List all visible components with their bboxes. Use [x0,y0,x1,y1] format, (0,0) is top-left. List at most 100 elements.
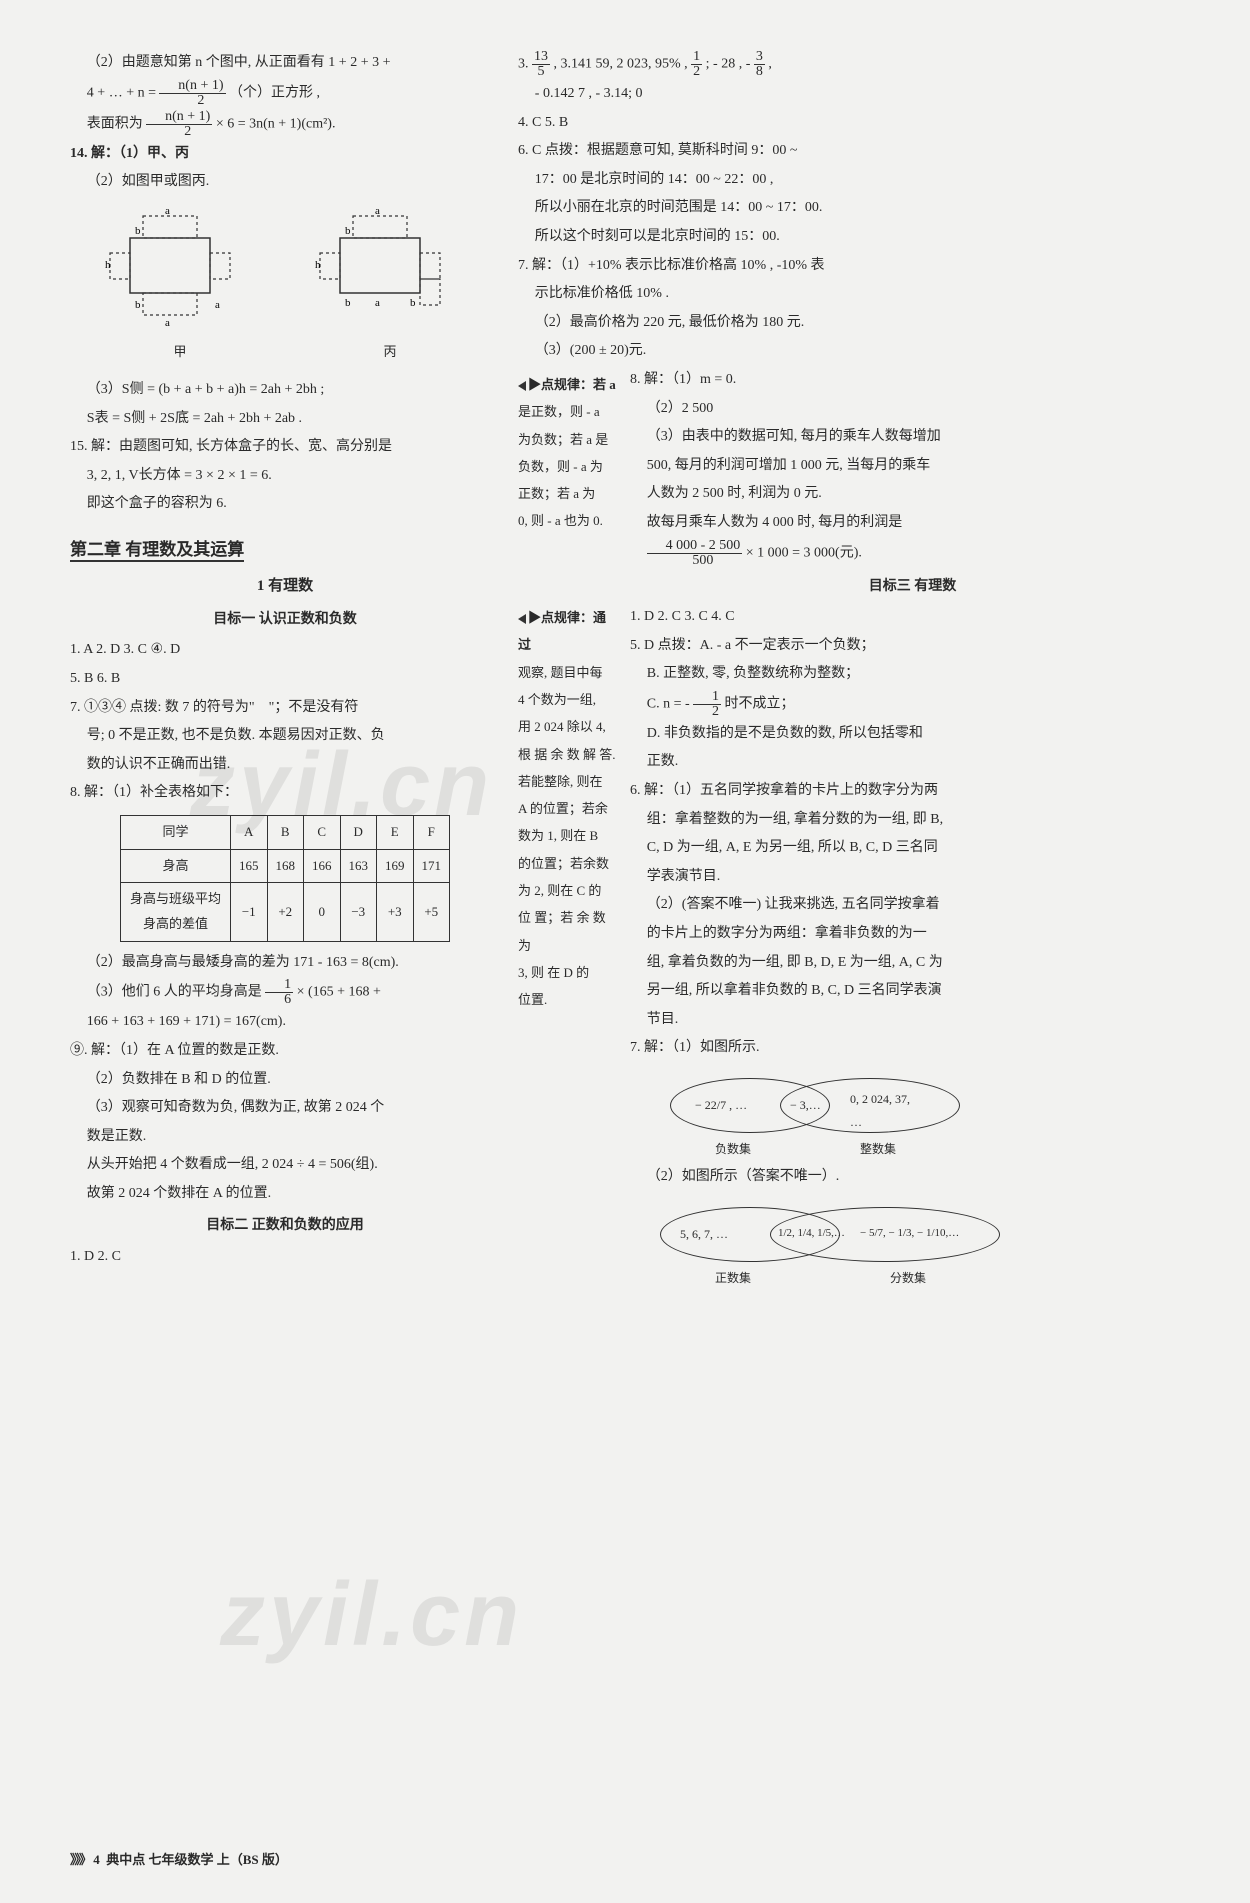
td: F [413,815,450,849]
text: 所以小丽在北京的时间范围是 14：00 ~ 17：00. [518,195,1195,222]
text: D. 非负数指的是不是负数的数, 所以包括零和 [630,721,1195,748]
text: 17：00 是北京时间的 14：00 ~ 22：00 , [518,167,1195,194]
text: （2）(答案不唯一) 让我来挑选, 五名同学按拿着 [630,892,1195,919]
text: （3）(200 ± 20)元. [518,338,1195,365]
venn-diagram-1: − 22/7 , … − 3,… 0, 2 024, 37, … 负数集 整数集 [660,1070,980,1160]
text: 8. 解：（1）补全表格如下： [70,780,500,807]
text: 节目. [630,1007,1195,1034]
text: （3）由表中的数据可知, 每月的乘车人数每增加 [630,424,1195,451]
svg-text:h: h [105,259,111,271]
text: 正数. [630,749,1195,776]
hint-line: 数为 1, 则在 B [518,822,618,849]
svg-text:b: b [135,299,141,311]
svg-text:b: b [135,225,141,237]
td: 163 [340,849,377,883]
fraction: 12 [691,50,702,79]
text: 故第 2 024 个数排在 A 的位置. [70,1181,500,1208]
svg-text:a: a [165,208,170,217]
answer-row: 5. B 6. B [70,666,500,693]
section-title: 1 有理数 [70,572,500,601]
hint-line: 4 个数为一组, [518,686,618,713]
svg-text:b: b [345,297,351,309]
text: 即这个盒子的容积为 6. [70,491,500,518]
td: +5 [413,883,450,941]
venn-text: − 22/7 , … [695,1094,747,1117]
hint-line: 正数；若 a 为 [518,480,618,507]
td: +3 [377,883,414,941]
text: （3）观察可知奇数为负, 偶数为正, 故第 2 024 个 [70,1095,500,1122]
book-title: 典中点 七年级数学 上（BS 版） [106,1852,288,1867]
text: 另一组, 所以拿着非负数的 B, C, D 三名同学表演 [630,978,1195,1005]
chapter-title: 第二章 有理数及其运算 [70,534,500,566]
text: （2）由题意知第 n 个图中, 从正面看有 1 + 2 + 3 + [70,50,500,77]
td: 166 [304,849,341,883]
text: 6. C 点拨：根据题意可知, 莫斯科时间 9：00 ~ [518,138,1195,165]
text: （3）他们 6 人的平均身高是 16 × (165 + 168 + [70,978,500,1007]
text: 号; 0 不是正数, 也不是负数. 本题易因对正数、负 [70,723,500,750]
height-table: 同学 A B C D E F 身高 165 168 166 163 169 17… [120,815,450,942]
hint-head: ▶点规律：若 a [518,371,618,398]
left-column: （2）由题意知第 n 个图中, 从正面看有 1 + 2 + 3 + 4 + … … [70,50,500,1293]
caption: 丙 [315,340,465,365]
text: （2）最高身高与最矮身高的差为 171 - 163 = 8(cm). [70,950,500,977]
right-sub-2: 1. D 2. C 3. C 4. C 5. D 点拨：A. - a 不一定表示… [630,604,1195,1293]
goal-title: 目标三 有理数 [630,574,1195,601]
text: 15. 解：由题图可知, 长方体盒子的长、宽、高分别是 [70,434,500,461]
venn-label: 负数集 [715,1138,751,1161]
hint-line: 负数，则 - a 为 [518,453,618,480]
hint-head: ▶点规律：通过 [518,604,618,659]
triangle-icon [518,614,526,624]
venn-label: 整数集 [860,1138,896,1161]
text: S表 = S侧 + 2S底 = 2ah + 2bh + 2ab . [70,406,500,433]
text: 166 + 163 + 169 + 171) = 167(cm). [70,1009,500,1036]
answer-row: 1. D 2. C 3. C 4. C [630,604,1195,631]
venn-text: − 5/7, − 1/3, − 1/10,… [860,1223,959,1244]
td: −1 [231,883,268,941]
text: 从头开始把 4 个数看成一组, 2 024 ÷ 4 = 506(组). [70,1152,500,1179]
td: B [267,815,304,849]
text: 7. 解：（1）如图所示. [630,1035,1195,1062]
td: D [340,815,377,849]
text: （2）2 500 [630,396,1195,423]
svg-text:a: a [165,317,170,328]
svg-text:b: b [410,297,416,309]
venn-text: 1/2, 1/4, 1/5,… [778,1223,845,1244]
answer-row: 4. C 5. B [518,110,1195,137]
text: 的卡片上的数字分为两组：拿着非负数的为一 [630,921,1195,948]
goal-title: 目标二 正数和负数的应用 [70,1213,500,1240]
diagrams: a h b a a b 甲 a h b [70,208,500,365]
right-column: 3. 135 , 3.141 59, 2 023, 95% , 12 ; - 2… [518,50,1195,1293]
fraction: 4 000 - 2 500500 [647,539,742,568]
hint-line: 位置. [518,986,618,1013]
caption: 甲 [105,340,255,365]
page-footer: 》》》 4 典中点 七年级数学 上（BS 版） [70,1848,288,1873]
text: B. 正整数, 零, 负整数统称为整数； [630,661,1195,688]
td: 168 [267,849,304,883]
triangle-icon [518,381,526,391]
text: 3, 2, 1, V长方体 = 3 × 2 × 1 = 6. [70,463,500,490]
td: C [304,815,341,849]
hint-box-1: ▶点规律：若 a 是正数，则 - a 为负数；若 a 是 负数，则 - a 为 … [518,367,618,604]
td: E [377,815,414,849]
th: 同学 [121,815,231,849]
text: C, D 为一组, A, E 为另一组, 所以 B, C, D 三名同 [630,835,1195,862]
text: 3. 135 , 3.141 59, 2 023, 95% , 12 ; - 2… [518,50,1195,79]
hint-line: 根 据 余 数 解 答. [518,741,618,768]
fraction: n(n + 1)2 [146,110,212,139]
watermark: zyil.cn [220,1530,523,1701]
th: 身高 [121,849,231,883]
svg-text:a: a [215,299,220,311]
svg-text:a: a [375,208,380,217]
td: A [231,815,268,849]
hint-line: 0, 则 - a 也为 0. [518,507,618,534]
hint-line: 的位置；若余数 [518,850,618,877]
text: 组：拿着整数的为一组, 拿着分数的为一组, 即 B, [630,807,1195,834]
fraction: 135 [532,50,550,79]
hint-line: 为 2, 则在 C 的 [518,877,618,904]
svg-text:b: b [345,225,351,237]
text: 示比标准价格低 10% . [518,281,1195,308]
text: （2）最高价格为 220 元, 最低价格为 180 元. [518,310,1195,337]
text: 组, 拿着负数的为一组, 即 B, D, E 为一组, A, C 为 [630,950,1195,977]
text: 数的认识不正确而出错. [70,752,500,779]
text: 表面积为 n(n + 1)2 × 6 = 3n(n + 1)(cm²). [70,110,500,139]
